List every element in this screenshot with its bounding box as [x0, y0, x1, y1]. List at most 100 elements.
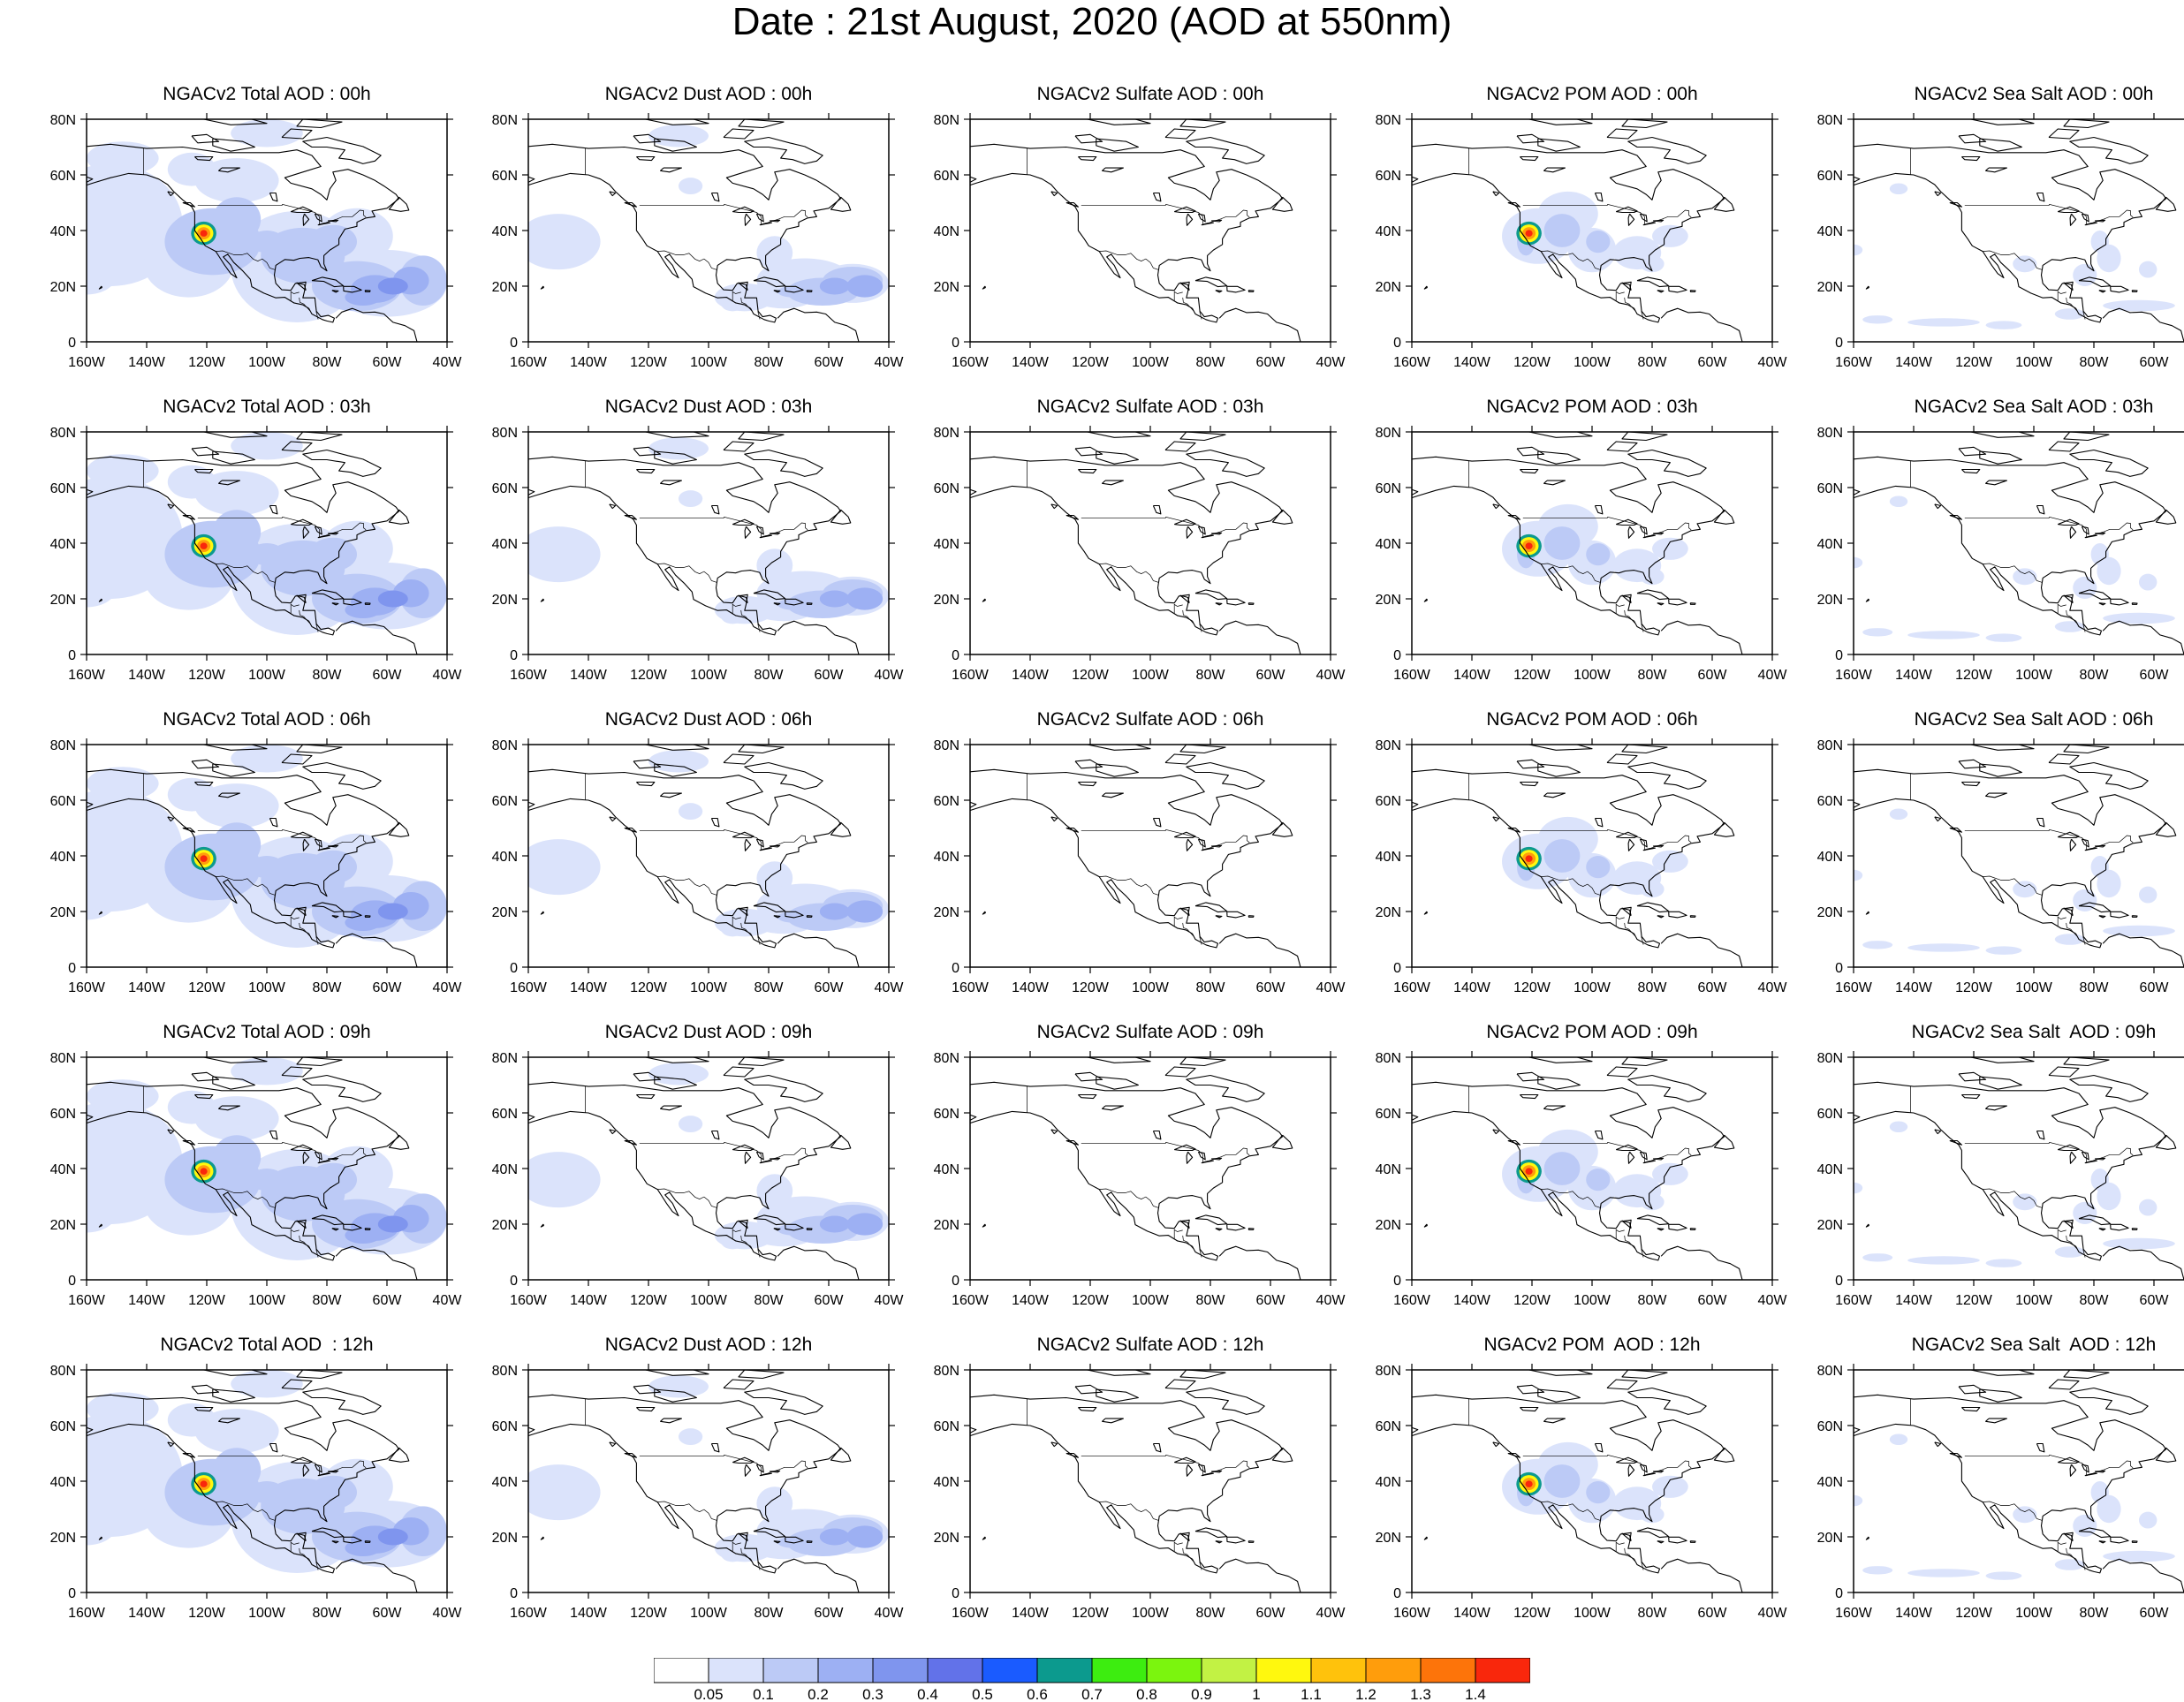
lake-outline	[194, 781, 214, 787]
coastlines	[87, 1370, 418, 1592]
island-outline	[364, 915, 371, 918]
aod-shade	[648, 437, 709, 460]
lon-tick-label: 140W	[128, 1293, 166, 1308]
island-outline	[753, 1527, 786, 1539]
lake-outline	[636, 1093, 656, 1100]
border-line	[1983, 1501, 2043, 1521]
aod-map: 160W 140W 120W 100W 80W 60W 40W 0 20N 40N 60N 80N	[492, 738, 904, 995]
island-outline	[982, 598, 986, 602]
lake-outline	[1543, 792, 1566, 798]
aod-shade	[1586, 856, 1611, 879]
island-outline	[1492, 1441, 1500, 1448]
aod-shade	[377, 1528, 408, 1546]
island-outline	[1050, 503, 1058, 510]
island-outline	[1423, 285, 1428, 290]
border-line	[1081, 828, 1250, 851]
aod-shade	[679, 1428, 703, 1446]
aod-shade	[308, 537, 357, 571]
coastline-south-america	[2102, 1558, 2184, 1592]
coastline-south-america	[1218, 1245, 1301, 1280]
lon-tick-label: 100W	[690, 668, 728, 683]
lake-outline	[194, 1093, 214, 1100]
lon-tick-label: 80W	[1196, 980, 1226, 995]
lon-tick-label: 40W	[1758, 668, 1788, 683]
island-outline	[738, 1057, 785, 1067]
island-outline	[806, 290, 813, 292]
aod-shade	[345, 1227, 382, 1244]
island-outline	[1606, 128, 1638, 140]
lake-outline	[1152, 504, 1162, 515]
island-outline	[1179, 907, 1190, 917]
island-outline	[167, 816, 175, 822]
lake-outline	[194, 155, 214, 162]
lon-tick-label: 60W	[815, 668, 845, 683]
aod-shade	[720, 1545, 745, 1562]
island-outline	[1226, 1223, 1246, 1231]
lat-tick-label: 20N	[492, 1531, 518, 1546]
island-outline	[806, 1228, 813, 1230]
coastline-south-america	[777, 620, 860, 654]
lake-outline	[1102, 792, 1124, 798]
island-outline	[2069, 761, 2149, 790]
island-outline	[785, 1223, 804, 1231]
lat-tick-label: 40N	[492, 850, 518, 865]
map-panel-total-12h: NGACv2 Total AOD : 12h 160W 140W 120W 100W 80…	[44, 1335, 486, 1647]
colorbar-label: 0.9	[1191, 1686, 1212, 1702]
aod-shade	[1640, 1193, 1665, 1211]
island-outline	[1074, 1071, 1103, 1082]
country-borders	[585, 148, 808, 320]
island-outline	[624, 1139, 637, 1146]
coastlines	[1854, 1057, 2184, 1280]
border-line	[732, 916, 741, 927]
lon-tick-label: 160W	[952, 1293, 990, 1308]
island-outline	[1713, 1134, 1735, 1150]
island-outline	[609, 503, 617, 510]
lon-tick-label: 60W	[1256, 355, 1286, 370]
colorbar-swatch	[654, 1658, 709, 1683]
island-outline	[1979, 763, 2022, 777]
colorbar-label: 0.2	[808, 1686, 829, 1702]
aod-shade	[248, 856, 285, 879]
island-outline	[2078, 589, 2112, 601]
lake-outline	[2069, 1464, 2077, 1477]
lon-tick-label: 160W	[952, 668, 990, 683]
colorbar-label: 0.05	[694, 1686, 723, 1702]
lon-tick-label: 160W	[510, 355, 548, 370]
lon-tick-label: 80W	[2080, 1606, 2110, 1621]
island-outline	[1934, 1129, 1942, 1135]
aod-map: 160W 140W 120W 100W 80W 60W 40W 0 20N 40N 60N 80N	[492, 426, 904, 683]
lat-tick-label: 60N	[50, 481, 76, 496]
aod-shade	[167, 777, 216, 812]
aod-shade	[648, 125, 709, 148]
lake-outline	[1078, 155, 1097, 162]
lake-outline	[1961, 155, 1981, 162]
lon-tick-label: 100W	[2015, 980, 2053, 995]
island-outline	[2131, 915, 2138, 918]
island-outline	[785, 911, 804, 919]
island-outline	[311, 1527, 345, 1539]
lon-tick-label: 100W	[2015, 1293, 2053, 1308]
aod-shade	[2073, 889, 2097, 912]
coastline-north-america	[970, 1081, 1284, 1261]
border-line	[299, 1547, 310, 1562]
lat-tick-label: 60N	[492, 481, 518, 496]
lon-tick-label: 60W	[2140, 355, 2170, 370]
aod-shade	[679, 490, 703, 508]
island-outline	[982, 1536, 986, 1540]
border-line	[290, 1229, 300, 1240]
aod-shade	[1543, 1152, 1581, 1185]
lon-tick-label: 100W	[1574, 668, 1611, 683]
island-outline	[1627, 1387, 1707, 1415]
island-outline	[1065, 1139, 1079, 1146]
lake-outline	[2057, 831, 2080, 839]
aod-shade	[1854, 1182, 1863, 1194]
lat-tick-label: 0	[1835, 1586, 1843, 1601]
lon-tick-label: 40W	[1316, 980, 1346, 995]
aod-shade	[200, 855, 208, 862]
border-line	[290, 1541, 300, 1553]
map-panel-dust-12h: NGACv2 Dust AOD : 12h 160W 140W 120W 100W 80W…	[486, 1335, 928, 1647]
island-outline	[1528, 119, 1593, 125]
map-panel-pom-12h: NGACv2 POM AOD : 12h 160W 140W 120W 100W 80W 6…	[1369, 1335, 1811, 1647]
border-line	[1964, 1454, 2134, 1477]
island-outline	[331, 290, 339, 293]
